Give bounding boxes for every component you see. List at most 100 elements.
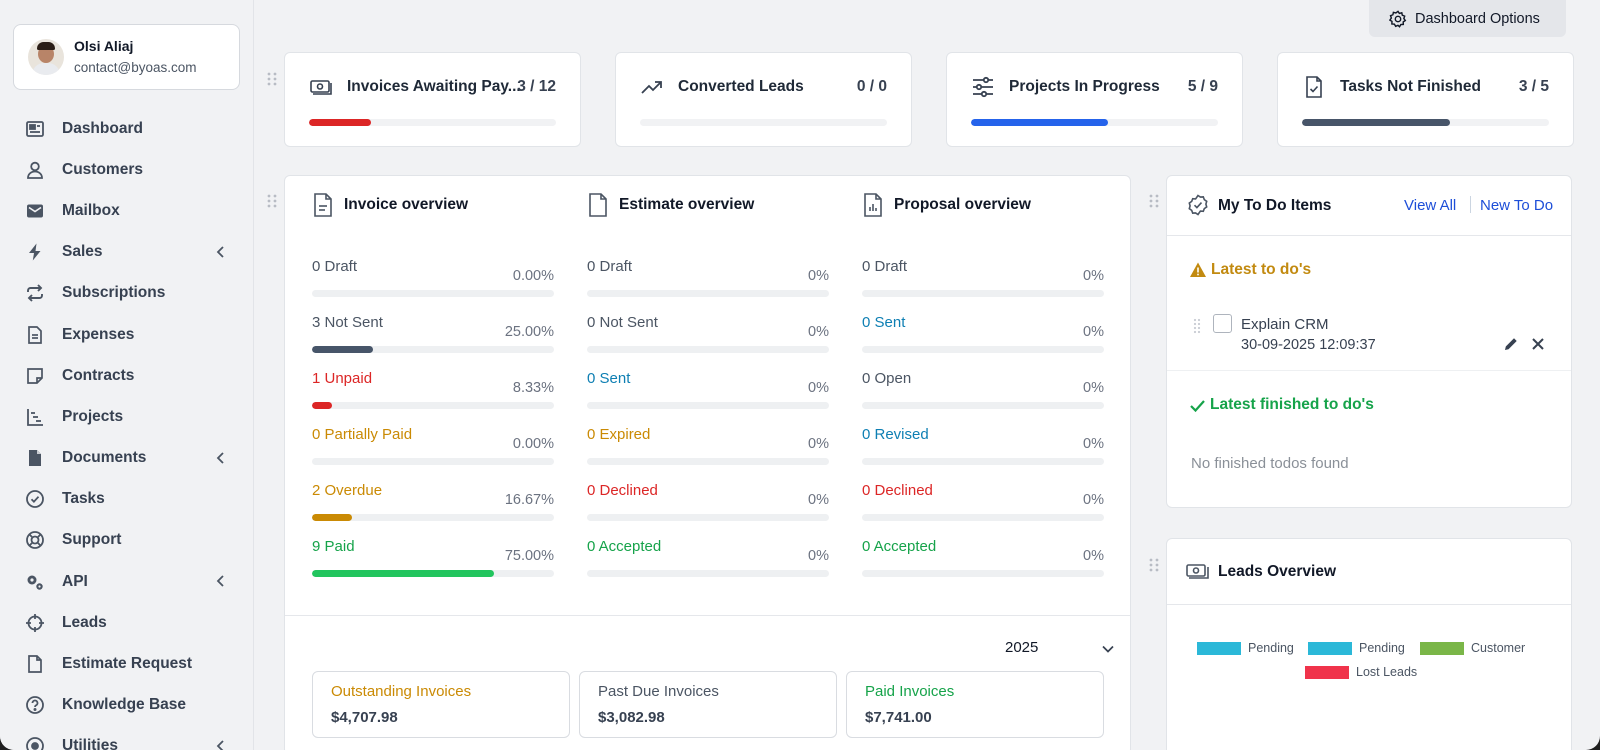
progress-bar (640, 119, 887, 126)
sidebar-item-api[interactable]: API (0, 561, 254, 602)
drag-handle-icon[interactable] (1193, 318, 1201, 336)
past-due-invoices-box[interactable]: Past Due Invoices $3,082.98 (579, 671, 837, 738)
row-percent: 0% (1083, 324, 1104, 340)
legend-label: Lost Leads (1356, 665, 1418, 679)
overview-row[interactable]: 0 Not Sent 0% (587, 314, 829, 354)
overview-row[interactable]: 2 Overdue 16.67% (312, 482, 554, 522)
box-title: Past Due Invoices (598, 683, 719, 700)
progress-bar (862, 346, 1104, 353)
overview-row[interactable]: 0 Revised 0% (862, 426, 1104, 466)
overview-row[interactable]: 0 Partially Paid 0.00% (312, 426, 554, 466)
overview-row[interactable]: 0 Draft 0.00% (312, 258, 554, 298)
close-icon[interactable] (1530, 336, 1546, 352)
year-select[interactable]: 2025 (1005, 639, 1115, 661)
progress-bar (1302, 119, 1549, 126)
stat-card-tasks-not-finished[interactable]: Tasks Not Finished 3 / 5 (1277, 52, 1574, 147)
row-percent: 0% (1083, 436, 1104, 452)
overview-row[interactable]: 0 Declined 0% (862, 482, 1104, 522)
sidebar-item-estimate-request[interactable]: Estimate Request (0, 643, 254, 684)
pencil-icon[interactable] (1503, 336, 1519, 352)
drag-handle-icon[interactable] (267, 72, 277, 86)
chevron-left-icon[interactable] (214, 739, 228, 750)
paid-invoices-box[interactable]: Paid Invoices $7,741.00 (846, 671, 1104, 738)
drag-handle-icon[interactable] (267, 194, 277, 208)
sidebar-item-tasks[interactable]: Tasks (0, 479, 254, 520)
sidebar-item-support[interactable]: Support (0, 520, 254, 561)
legend-item[interactable]: Pending (1308, 641, 1405, 655)
check-circle-icon (24, 488, 46, 510)
progress-bar (971, 119, 1218, 126)
sidebar-item-dashboard[interactable]: Dashboard (0, 108, 254, 149)
overview-row[interactable]: 3 Not Sent 25.00% (312, 314, 554, 354)
sidebar-item-expenses[interactable]: Expenses (0, 314, 254, 355)
view-all-link[interactable]: View All (1404, 197, 1457, 214)
sidebar-item-documents[interactable]: Documents (0, 438, 254, 479)
avatar[interactable] (28, 39, 64, 75)
overview-row[interactable]: 0 Declined 0% (587, 482, 829, 522)
overview-row[interactable]: 0 Draft 0% (587, 258, 829, 298)
todo-header: My To Do Items View All New To Do (1167, 176, 1571, 236)
row-percent: 75.00% (504, 548, 554, 564)
row-label: 2 Overdue (312, 482, 383, 499)
divider (1470, 196, 1471, 213)
sidebar-item-mailbox[interactable]: Mailbox (0, 190, 254, 231)
overview-row[interactable]: 0 Open 0% (862, 370, 1104, 410)
overview-row[interactable]: 0 Expired 0% (587, 426, 829, 466)
finished-todos-heading: Latest finished to do's (1189, 396, 1374, 414)
circle-dot-icon (24, 735, 46, 750)
sidebar-item-subscriptions[interactable]: Subscriptions (0, 273, 254, 314)
legend-label: Customer (1471, 641, 1526, 655)
latest-todos-label: Latest to do's (1211, 261, 1312, 278)
row-percent: 0% (1083, 268, 1104, 284)
sidebar-item-projects[interactable]: Projects (0, 396, 254, 437)
todo-checkbox[interactable] (1213, 314, 1232, 333)
row-percent: 8.33% (512, 380, 554, 396)
sidebar-item-label: Leads (62, 613, 107, 631)
overview-row[interactable]: 9 Paid 75.00% (312, 538, 554, 578)
row-label: 0 Draft (312, 258, 358, 275)
row-percent: 0% (1083, 548, 1104, 564)
progress-bar (862, 402, 1104, 409)
stat-title: Invoices Awaiting Pay... (347, 78, 521, 95)
chevron-left-icon[interactable] (214, 245, 228, 259)
row-percent: 0% (1083, 492, 1104, 508)
sidebar-item-sales[interactable]: Sales (0, 232, 254, 273)
trending-up-icon (640, 75, 664, 99)
file-check-icon (1302, 75, 1326, 99)
stat-title: Tasks Not Finished (1340, 78, 1481, 95)
overview-row[interactable]: 0 Sent 0% (862, 314, 1104, 354)
stat-card-projects-in-progress[interactable]: Projects In Progress 5 / 9 (946, 52, 1243, 147)
sliders-icon (971, 75, 995, 99)
overview-row[interactable]: 0 Accepted 0% (587, 538, 829, 578)
progress-bar (587, 402, 829, 409)
sidebar-item-contracts[interactable]: Contracts (0, 355, 254, 396)
sidebar-item-customers[interactable]: Customers (0, 149, 254, 190)
legend-item[interactable]: Customer (1420, 641, 1525, 655)
row-label: 0 Declined (587, 482, 658, 499)
sidebar-item-knowledge-base[interactable]: Knowledge Base (0, 685, 254, 726)
overview-row[interactable]: 1 Unpaid 8.33% (312, 370, 554, 410)
legend-item[interactable]: Pending (1197, 641, 1294, 655)
stat-card-converted-leads[interactable]: Converted Leads 0 / 0 (615, 52, 912, 147)
row-label: 0 Revised (862, 426, 929, 443)
outstanding-invoices-box[interactable]: Outstanding Invoices $4,707.98 (312, 671, 570, 738)
drag-handle-icon[interactable] (1149, 558, 1159, 572)
sidebar-item-utilities[interactable]: Utilities (0, 726, 254, 750)
progress-bar (862, 514, 1104, 521)
dashboard-options-button[interactable]: Dashboard Options (1369, 0, 1566, 37)
overview-row[interactable]: 0 Accepted 0% (862, 538, 1104, 578)
chevron-left-icon[interactable] (214, 451, 228, 465)
progress-bar (312, 570, 554, 577)
drag-handle-icon[interactable] (1149, 194, 1159, 208)
legend-item[interactable]: Lost Leads (1305, 665, 1417, 679)
sidebar-item-leads[interactable]: Leads (0, 602, 254, 643)
row-percent: 0% (808, 268, 829, 284)
overview-row[interactable]: 0 Sent 0% (587, 370, 829, 410)
stat-card-invoices-awaiting[interactable]: Invoices Awaiting Pay... 3 / 12 (284, 52, 581, 147)
user-profile-card[interactable]: Olsi Aliaj contact@byoas.com (13, 24, 240, 90)
new-todo-link[interactable]: New To Do (1480, 197, 1554, 214)
chevron-left-icon[interactable] (214, 574, 228, 588)
overview-row[interactable]: 0 Draft 0% (862, 258, 1104, 298)
proposal-overview-header: Proposal overview (862, 192, 1031, 218)
